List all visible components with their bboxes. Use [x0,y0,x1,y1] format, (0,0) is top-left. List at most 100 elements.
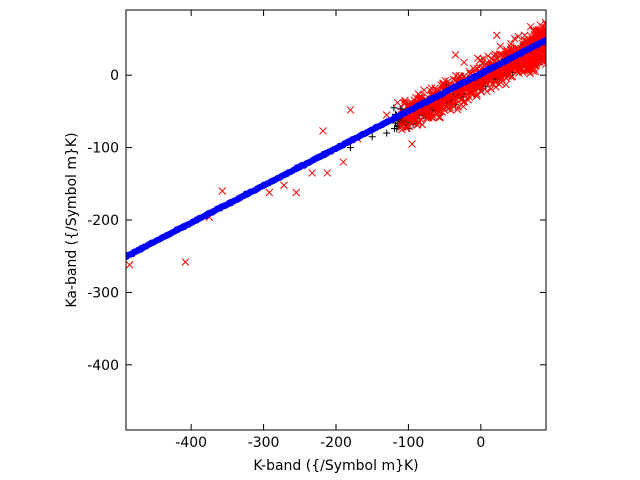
data-points [126,18,546,269]
red-x-point [481,74,490,83]
red-x-point [397,121,406,130]
red-x-point [218,187,227,195]
red-x-point [319,127,327,135]
red-x-point [529,65,538,73]
red-x-point [540,29,546,38]
red-x-point [507,40,515,48]
x-tick-label: 0 [476,435,485,451]
red-x-point [451,90,460,99]
red-x-point [460,58,468,67]
red-x-point [280,181,288,190]
red-x-point [474,79,483,88]
x-axis-label: K-band ({/Symbol m}K) [253,458,418,474]
red-x-point [494,68,503,76]
x-tick-label: -100 [393,435,425,451]
red-x-point [465,93,474,102]
red-x-point [346,106,355,114]
red-x-point [408,140,416,148]
red-x-point [490,77,499,86]
red-x-point [441,98,449,107]
red-x-point [514,32,523,41]
red-x-point [339,158,348,166]
y-axis-ticks: -400 -300 -200 -100 0 [87,68,546,374]
red-x-point [470,87,478,96]
red-x-point [496,42,505,51]
red-x-point [526,22,535,31]
red-x-point [265,188,274,197]
red-x-point [502,70,511,79]
black-plus-point [383,129,391,137]
red-x-point [482,87,491,96]
red-x-point [444,77,452,86]
y-tick-label: 0 [110,68,119,84]
red-x-point [181,258,190,266]
red-x-point [517,65,525,73]
red-x-point [420,86,428,94]
red-x-point [436,113,445,122]
red-x-point [498,50,506,59]
red-x-point [506,45,515,54]
red-x-point [531,50,540,59]
red-x-point [449,75,458,84]
red-x-point [506,43,515,51]
red-x-point [459,98,467,107]
red-x-point [533,30,541,39]
red-x-point [427,84,436,92]
red-x-point [473,81,482,90]
red-x-point [126,261,134,269]
red-x-point [414,118,423,127]
red-x-point [472,92,481,101]
red-x-point [432,110,440,119]
red-x-point [292,188,301,197]
red-x-point [537,54,546,63]
red-x-point [484,52,492,60]
red-x-point [416,92,425,100]
red-x-point [492,31,501,40]
red-x-point [453,105,462,114]
red-x-point [443,104,452,113]
red-x-point [529,67,538,76]
red-x-point [524,55,533,64]
red-x-point [451,51,460,59]
red-x-point [536,21,545,29]
red-x-point [323,169,332,177]
red-x-point [434,105,443,114]
red-x-point [438,108,447,116]
red-x-point [400,118,408,127]
red-x-point [510,34,519,43]
red-x-point [382,111,391,119]
red-x-point [496,67,505,75]
red-x-point [541,23,546,32]
red-x-point [495,80,504,89]
black-plus-point [346,144,354,152]
red-x-point [515,64,523,73]
red-x-point [413,120,422,129]
y-tick-label: -100 [87,141,119,157]
y-tick-label: -200 [87,213,119,229]
x-tick-label: -200 [320,435,352,451]
y-tick-label: -300 [87,285,119,301]
y-axis-label: Ka-band ({/Symbol m}K) [64,132,80,307]
red-x-point [482,75,491,83]
red-x-point [393,98,402,107]
red-x-point [397,118,406,127]
red-x-point [541,27,546,35]
blue-circle-point [543,37,546,44]
red-x-point [507,65,515,73]
red-x-point [401,98,410,107]
y-tick-label: -400 [87,358,119,374]
black-plus-point [390,104,398,112]
x-axis-ticks: -400 -300 -200 -100 0 [175,10,485,451]
red-x-point [464,95,473,104]
red-x-point [469,64,478,73]
red-x-point [495,50,504,59]
x-tick-label: -300 [248,435,280,451]
red-x-point [508,72,517,81]
red-x-point [424,114,433,122]
red-x-point [473,54,482,63]
black-plus-point [368,133,376,141]
red-x-point [308,169,316,177]
x-tick-label: -400 [175,435,207,451]
red-x-point [466,87,475,96]
